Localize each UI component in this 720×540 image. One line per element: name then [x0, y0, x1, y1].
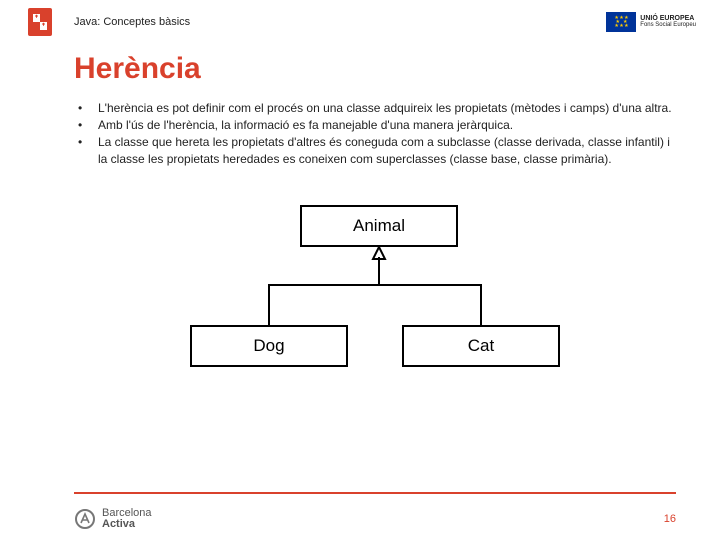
barcelona-activa-icon [74, 508, 96, 530]
eu-flag-icon: ★ ★ ★★ ★★ ★ ★ [606, 12, 636, 32]
node-dog: Dog [190, 325, 348, 367]
bcn-shield-icon [28, 8, 52, 36]
bullet-list: L'herència es pot definir com el procés … [74, 100, 676, 167]
node-cat: Cat [402, 325, 560, 367]
footer-brand-text: Barcelona Activa [102, 508, 152, 530]
eu-label-sub: Fons Social Europeu [640, 22, 696, 29]
eu-badge: ★ ★ ★★ ★★ ★ ★ UNIÓ EUROPEA Fons Social E… [606, 12, 696, 32]
arrowhead-icon [373, 247, 385, 259]
header-title: Java: Conceptes bàsics [74, 16, 190, 28]
edge-cat-animal [379, 285, 481, 325]
footer-brand-line2: Activa [102, 519, 152, 530]
bullet-item: L'herència es pot definir com el procés … [74, 100, 676, 116]
header: Java: Conceptes bàsics ★ ★ ★★ ★★ ★ ★ UNI… [0, 0, 720, 44]
bullet-item: Amb l'ús de l'herència, la informació es… [74, 117, 676, 133]
content: Herència L'herència es pot definir com e… [0, 44, 720, 375]
page-number: 16 [664, 513, 676, 525]
node-animal: Animal [300, 205, 458, 247]
bullet-item: La classe que hereta les propietats d'al… [74, 134, 676, 166]
node-label: Dog [253, 336, 284, 356]
inheritance-diagram: Animal Dog Cat [170, 205, 580, 375]
eu-label-bold: UNIÓ EUROPEA [640, 15, 696, 22]
node-label: Animal [353, 216, 405, 236]
footer-divider [74, 492, 676, 494]
footer-brand: Barcelona Activa [74, 508, 152, 530]
node-label: Cat [468, 336, 494, 356]
eu-label: UNIÓ EUROPEA Fons Social Europeu [640, 15, 696, 29]
page-title: Herència [74, 52, 676, 86]
edge-dog-animal [269, 257, 379, 325]
footer: Barcelona Activa 16 [74, 508, 676, 530]
